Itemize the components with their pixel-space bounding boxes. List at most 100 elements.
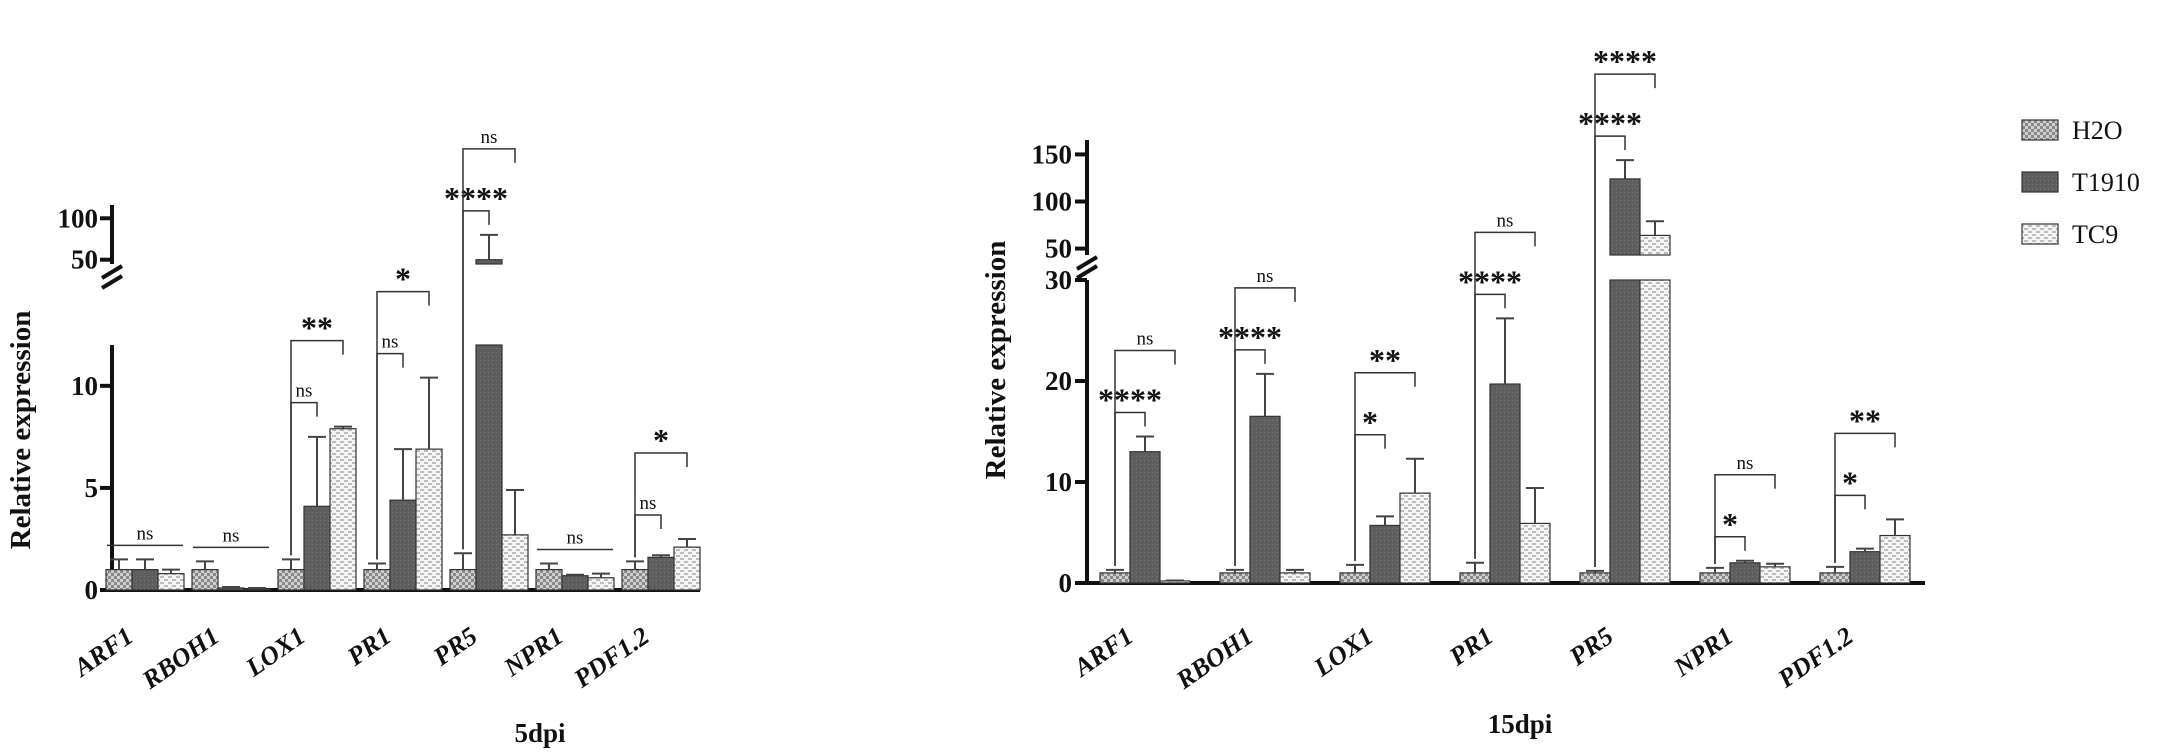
- bar-h2o-pr5: [1579, 572, 1611, 584]
- x-tick-label: ARF1: [67, 621, 139, 683]
- x-tick-label: ARF1: [1067, 621, 1139, 683]
- significance-bracket: [1354, 372, 1416, 561]
- bar-group: [131, 558, 159, 591]
- significance-label: ns: [481, 127, 498, 148]
- significance-label: ns: [296, 381, 313, 402]
- x-axis-title: 15dpi: [1488, 709, 1553, 739]
- significance-bracket: [1594, 73, 1656, 567]
- significance-label: ns: [567, 527, 584, 548]
- bar-group: [1339, 563, 1371, 584]
- bar-tc9-lox1: [329, 428, 357, 591]
- y-axis-title: Relative expression: [980, 241, 1012, 480]
- bar-group: [587, 572, 615, 591]
- bar-group: [1519, 487, 1551, 584]
- bar-h2o-lox1: [277, 568, 305, 591]
- significance-bracket: [1834, 432, 1896, 563]
- bar-group: [1279, 568, 1311, 584]
- bar-group: [1609, 159, 1641, 584]
- significance-bracket: [462, 148, 516, 550]
- bar-group: [1489, 317, 1521, 584]
- bar-t1910-rboh1: [217, 587, 245, 591]
- bar-t1910-rboh1: [1249, 415, 1281, 584]
- bar-group: [243, 586, 271, 591]
- significance-label: *: [1722, 506, 1738, 542]
- axis-break-mark: [100, 264, 124, 280]
- bar-t1910-npr1: [1729, 562, 1761, 584]
- x-tick-label: NPR1: [1668, 621, 1739, 683]
- y-tick-label: 30: [1045, 265, 1072, 295]
- y-tick-label: 100: [58, 203, 99, 233]
- bar-group: [561, 573, 589, 591]
- bar-h2o-pr5: [449, 568, 477, 591]
- bar-group: [329, 425, 357, 591]
- bar-upper-t1910-pr5: [1609, 178, 1641, 256]
- bar-group: [303, 435, 331, 591]
- bar-group: [475, 233, 503, 591]
- axis-break-mark: [100, 274, 124, 290]
- significance-bracket: [376, 290, 430, 560]
- bar-group: [647, 554, 675, 591]
- significance-label: ns: [382, 332, 399, 353]
- significance-label: **: [1369, 342, 1401, 378]
- bar-t1910-pdf1-2: [647, 556, 675, 591]
- bar-tc9-rboh1: [1279, 572, 1311, 584]
- significance-label: ns: [1137, 329, 1154, 350]
- bar-group: [1219, 568, 1251, 584]
- bar-group: [389, 448, 417, 591]
- significance-label: **: [301, 310, 333, 346]
- bar-tc9-pdf1-2: [673, 546, 701, 591]
- significance-bracket: [1114, 349, 1176, 566]
- bar-t1910-pr1: [389, 499, 417, 591]
- bar-t1910-arf1: [131, 568, 159, 591]
- significance-bracket: [1474, 231, 1536, 559]
- bar-h2o-lox1: [1339, 572, 1371, 584]
- bar-t1910-lox1: [303, 505, 331, 591]
- significance-label: ns: [137, 523, 154, 544]
- bar-group: [501, 488, 529, 591]
- y-tick-label: 0: [85, 575, 99, 605]
- significance-label: ****: [1578, 105, 1642, 141]
- legend-swatch-t1910: [2021, 171, 2059, 193]
- x-tick-label: LOX1: [240, 621, 311, 683]
- significance-bracket: [634, 514, 662, 558]
- bar-h2o-rboh1: [1219, 572, 1251, 584]
- bar-t1910-pr1: [1489, 383, 1521, 584]
- x-tick-label: RBOH1: [1170, 621, 1258, 695]
- bar-tc9-rboh1: [243, 588, 271, 591]
- bar-t1910-npr1: [561, 575, 589, 591]
- bar-group: [621, 560, 649, 591]
- significance-label: ****: [444, 180, 508, 216]
- x-axis-title: 5dpi: [514, 718, 566, 748]
- x-tick-label: PR1: [1443, 621, 1498, 672]
- y-tick-label: 50: [1045, 234, 1072, 264]
- bar-tc9-pdf1-2: [1879, 534, 1911, 584]
- x-tick-label: LOX1: [1308, 621, 1379, 683]
- significance-label: *: [653, 422, 669, 458]
- bar-group: [1099, 568, 1131, 584]
- bar-group: [157, 568, 185, 591]
- bar-group: [449, 552, 477, 591]
- x-tick-label: PR5: [427, 621, 482, 672]
- bar-tc9-pr1: [1519, 522, 1551, 584]
- bar-group: [105, 558, 133, 591]
- bar-tc9-pr5: [1639, 279, 1671, 584]
- bar-t1910-arf1: [1129, 451, 1161, 584]
- x-tick-label: PR5: [1563, 621, 1618, 672]
- bar-group: [535, 562, 563, 591]
- bar-upper-tc9-pr5: [1639, 234, 1671, 256]
- significance-label: ns: [640, 493, 657, 514]
- y-tick-label: 0: [1059, 568, 1073, 598]
- bar-group: [1399, 457, 1431, 584]
- bar-group: [191, 560, 219, 591]
- x-tick-label: RBOH1: [136, 621, 224, 695]
- bar-h2o-pdf1-2: [1819, 572, 1851, 584]
- y-tick-label: 10: [1045, 467, 1072, 497]
- significance-label: **: [1849, 402, 1881, 438]
- bar-h2o-pr1: [363, 568, 391, 591]
- significance-label: ns: [1497, 210, 1514, 231]
- bar-t1910-pr5: [1609, 279, 1641, 584]
- bar-tc9-arf1: [157, 573, 185, 591]
- bar-group: [1729, 559, 1761, 584]
- bar-tc9-npr1: [587, 577, 615, 591]
